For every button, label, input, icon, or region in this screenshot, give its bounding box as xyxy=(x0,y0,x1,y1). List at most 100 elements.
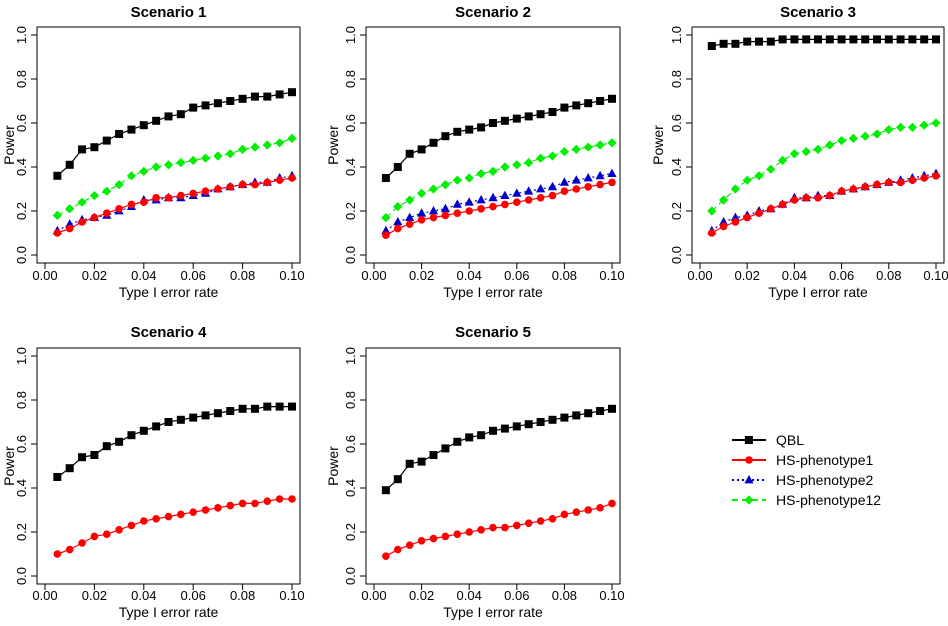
point-hs-phenotype1 xyxy=(489,202,497,211)
point-qbl xyxy=(263,92,272,101)
point-hs-phenotype12 xyxy=(896,122,906,132)
y-tick-label: 0.8 xyxy=(343,70,358,88)
point-qbl xyxy=(405,149,414,158)
series-qbl xyxy=(381,404,616,495)
point-qbl xyxy=(238,94,247,103)
legend-marker-qbl xyxy=(745,436,753,444)
point-hs-phenotype1 xyxy=(53,550,62,558)
point-hs-phenotype12 xyxy=(213,151,223,161)
point-qbl xyxy=(201,101,210,110)
point-hs-phenotype1 xyxy=(90,213,99,222)
point-hs-phenotype12 xyxy=(89,191,99,201)
point-qbl xyxy=(127,431,136,440)
y-axis-label: Power xyxy=(325,125,341,165)
point-hs-phenotype1 xyxy=(115,205,123,213)
y-tick-label: 0.4 xyxy=(669,158,684,176)
point-qbl xyxy=(790,35,799,44)
point-qbl xyxy=(250,404,259,413)
y-tick-label: 0.6 xyxy=(14,114,29,132)
point-hs-phenotype12 xyxy=(225,149,235,159)
point-qbl xyxy=(608,94,616,103)
point-qbl xyxy=(908,35,917,44)
point-hs-phenotype2 xyxy=(476,195,486,204)
point-hs-phenotype12 xyxy=(730,184,740,194)
point-hs-phenotype12 xyxy=(707,206,717,216)
point-qbl xyxy=(226,407,235,415)
point-qbl xyxy=(743,37,752,46)
y-tick-label: 0.0 xyxy=(669,246,684,264)
legend-marker-hs-phenotype12 xyxy=(744,495,754,505)
plot-frame xyxy=(36,347,301,585)
y-tick-label: 1.0 xyxy=(14,347,29,365)
point-qbl xyxy=(65,464,74,473)
point-hs-phenotype1 xyxy=(238,499,247,508)
point-qbl xyxy=(896,35,905,44)
y-tick-label: 0.4 xyxy=(14,479,29,497)
point-hs-phenotype12 xyxy=(126,171,137,181)
point-hs-phenotype2 xyxy=(524,186,534,195)
point-hs-phenotype1 xyxy=(536,194,545,202)
y-axis-label: Power xyxy=(1,446,17,486)
series-hs-phenotype2 xyxy=(381,168,617,235)
x-tick-label: 0.06 xyxy=(504,588,529,603)
point-qbl xyxy=(572,411,581,420)
x-tick-label: 0.08 xyxy=(552,588,577,603)
point-hs-phenotype1 xyxy=(524,519,533,527)
point-qbl xyxy=(53,473,62,481)
point-hs-phenotype12 xyxy=(919,120,929,130)
point-hs-phenotype1 xyxy=(127,521,136,530)
point-hs-phenotype12 xyxy=(405,195,415,205)
series-line-qbl xyxy=(56,91,293,177)
point-hs-phenotype1 xyxy=(536,517,545,525)
point-hs-phenotype1 xyxy=(226,501,235,510)
x-tick-label: 0.00 xyxy=(361,268,386,283)
point-qbl xyxy=(707,42,716,50)
panel-scenario-1: Scenario 1 0.00 0.02 0.04 0.06 0.08 0.10 0.0 0.2… xyxy=(1,4,305,300)
point-hs-phenotype12 xyxy=(547,151,558,161)
point-qbl xyxy=(512,114,521,123)
point-hs-phenotype12 xyxy=(848,133,858,143)
point-hs-phenotype1 xyxy=(513,198,521,206)
point-hs-phenotype1 xyxy=(429,534,438,543)
point-hs-phenotype1 xyxy=(164,512,173,521)
y-tick-label: 1.0 xyxy=(14,26,29,44)
point-hs-phenotype12 xyxy=(65,204,75,214)
point-qbl xyxy=(429,138,438,147)
point-hs-phenotype1 xyxy=(441,532,450,541)
point-qbl xyxy=(596,97,605,105)
y-tick-label: 0.2 xyxy=(343,523,358,541)
point-qbl xyxy=(465,125,474,134)
point-hs-phenotype1 xyxy=(382,231,390,239)
point-qbl xyxy=(288,88,296,97)
point-hs-phenotype1 xyxy=(708,229,716,237)
point-qbl xyxy=(288,402,296,411)
panel-scenario-3: Scenario 3 0.00 0.02 0.04 0.06 0.08 0.10 0.0 0.2… xyxy=(650,4,948,300)
point-hs-phenotype1 xyxy=(873,180,881,189)
point-hs-phenotype1 xyxy=(429,213,438,222)
x-axis-label: Type I error rate xyxy=(768,284,868,300)
point-hs-phenotype12 xyxy=(607,138,617,148)
point-hs-phenotype1 xyxy=(513,521,521,530)
point-hs-phenotype2 xyxy=(428,206,439,215)
point-hs-phenotype1 xyxy=(524,196,533,204)
point-hs-phenotype12 xyxy=(77,197,87,207)
y-tick-label: 0.0 xyxy=(14,567,29,585)
point-hs-phenotype1 xyxy=(127,200,136,209)
point-qbl xyxy=(500,116,509,125)
point-hs-phenotype1 xyxy=(826,191,834,200)
point-hs-phenotype12 xyxy=(139,166,149,176)
x-tick-label: 0.04 xyxy=(131,268,156,283)
point-hs-phenotype1 xyxy=(201,506,210,514)
point-hs-phenotype1 xyxy=(453,209,462,217)
y-axis-label: Power xyxy=(325,446,341,486)
point-hs-phenotype12 xyxy=(825,140,835,150)
x-tick-label: 0.10 xyxy=(923,268,948,283)
y-tick-label: 0.8 xyxy=(14,70,29,88)
point-qbl xyxy=(608,404,616,413)
point-hs-phenotype12 xyxy=(163,160,174,170)
point-hs-phenotype12 xyxy=(801,147,811,157)
point-hs-phenotype1 xyxy=(861,183,869,191)
panel-title: Scenario 5 xyxy=(455,324,531,341)
series-line-qbl xyxy=(57,406,292,478)
point-hs-phenotype12 xyxy=(500,162,510,172)
